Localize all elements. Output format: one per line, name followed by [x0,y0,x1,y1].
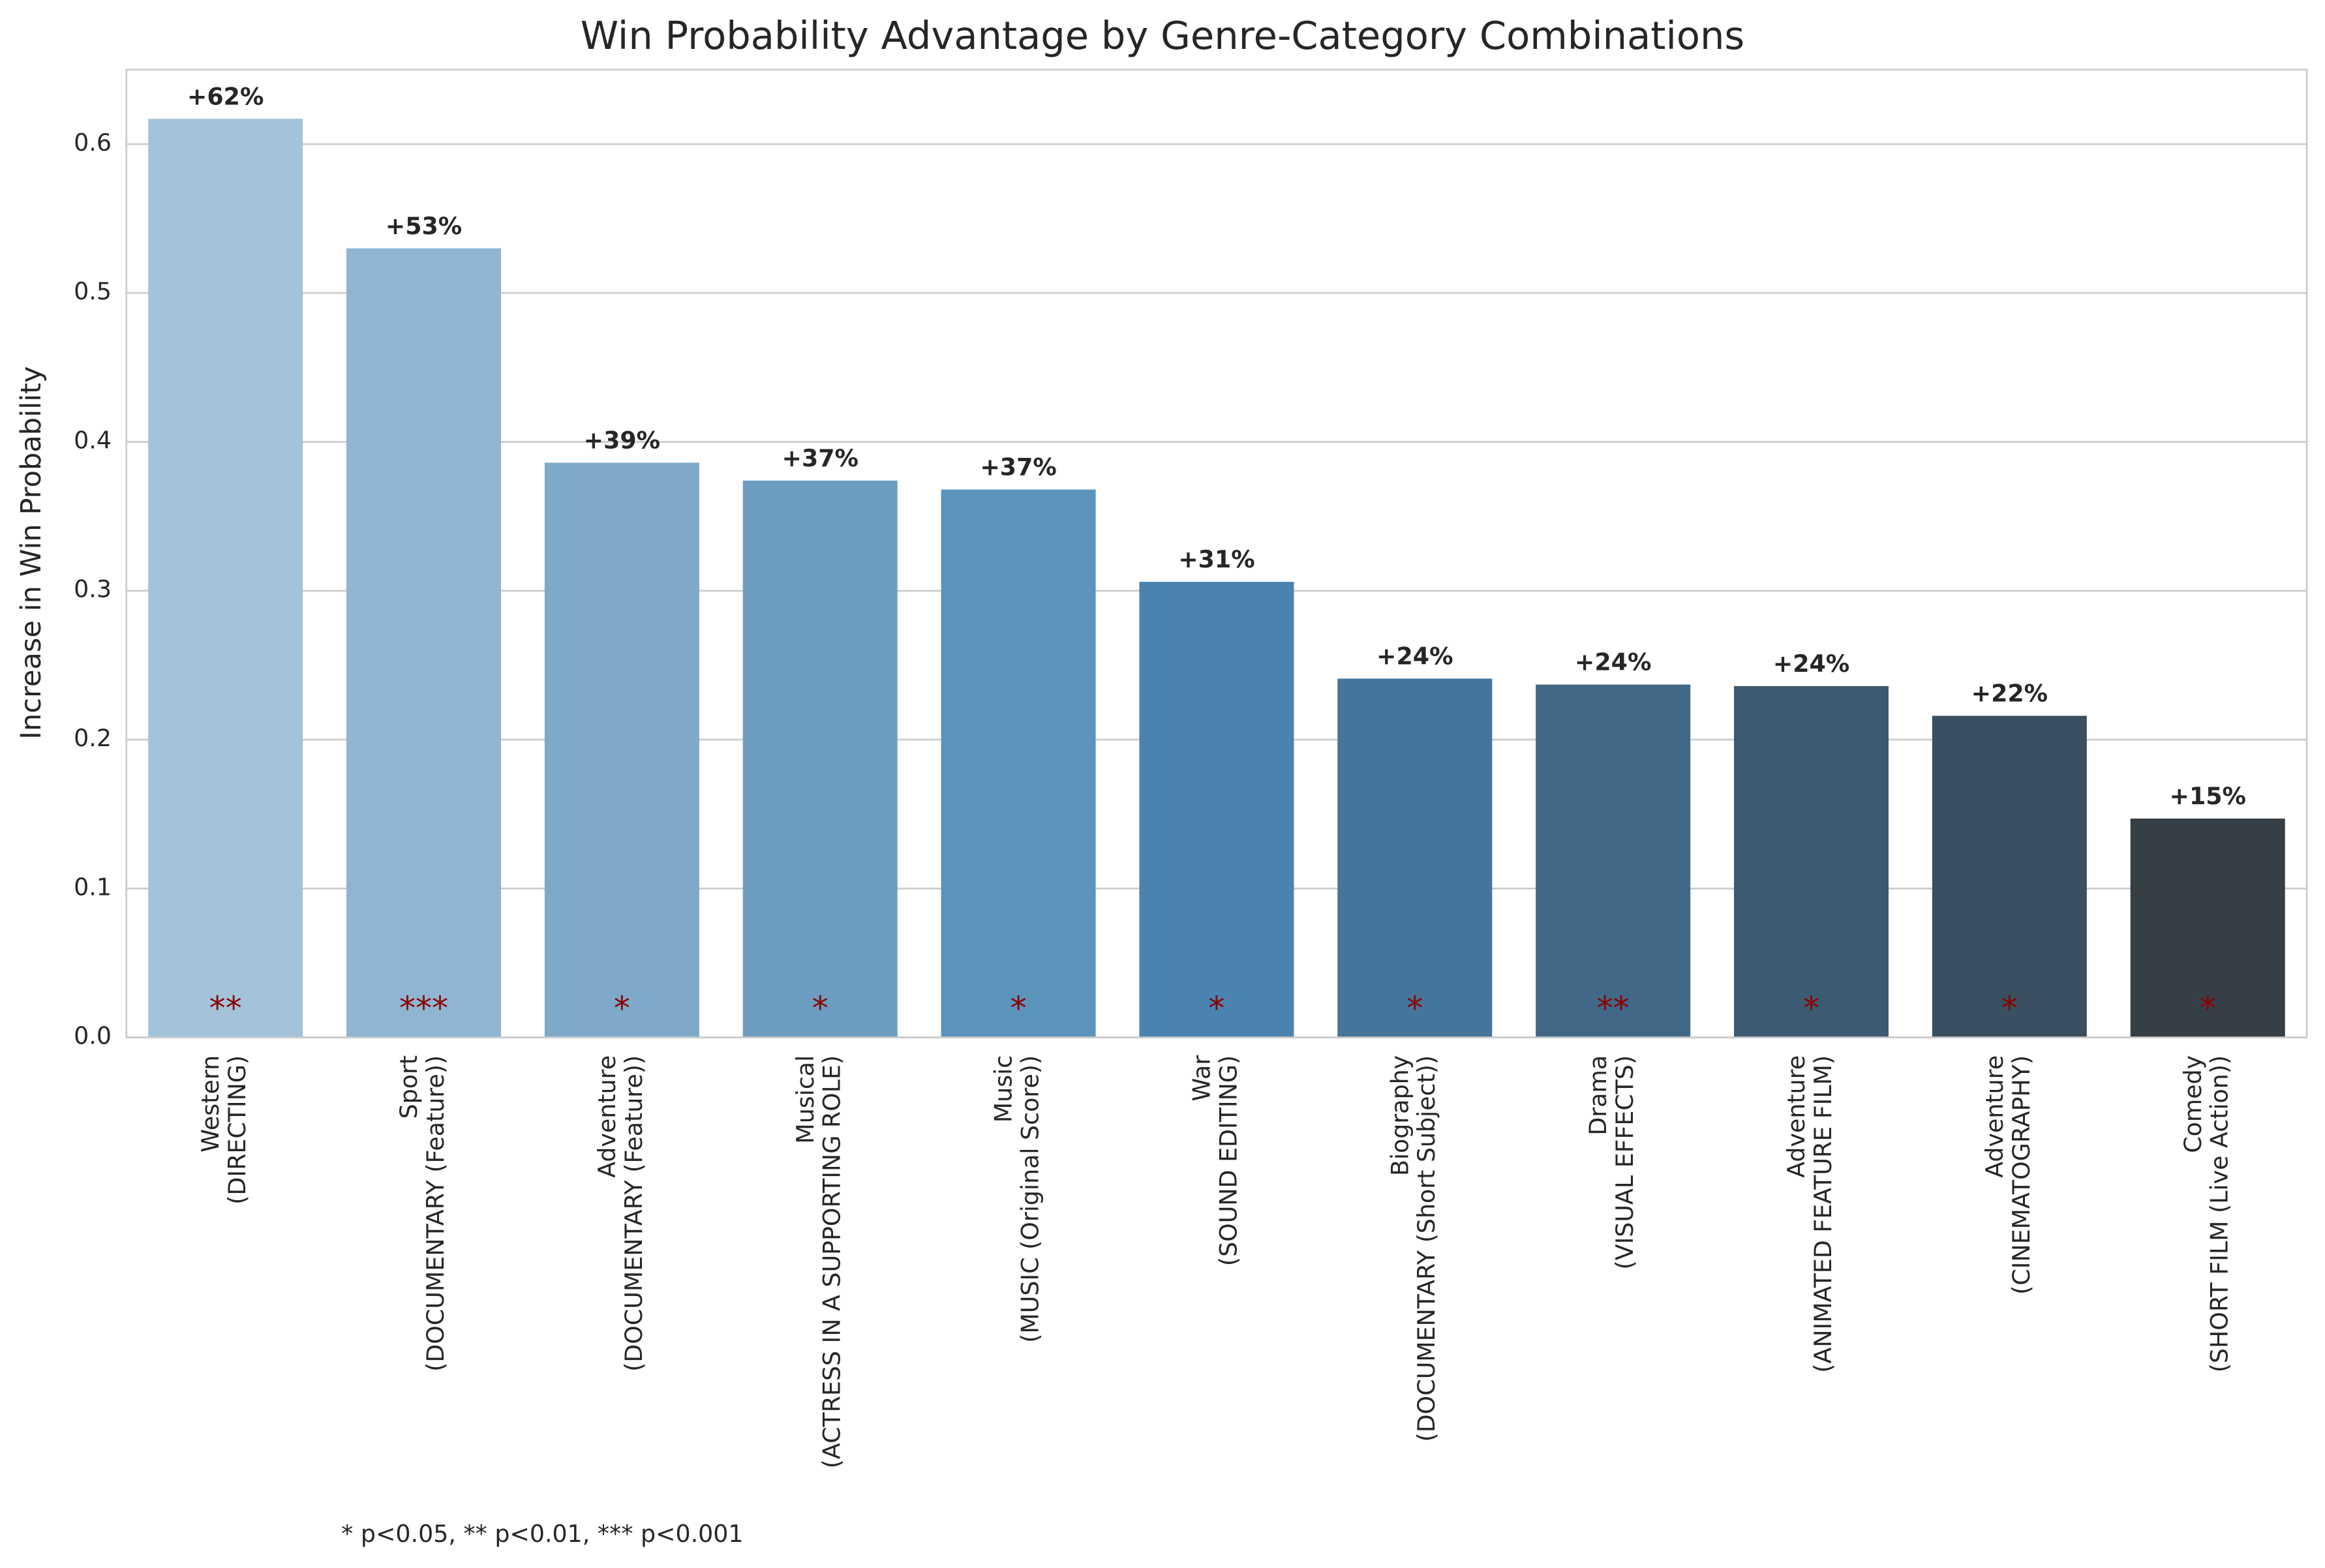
plot-frame [125,68,2308,1038]
bar [1337,678,1493,1038]
x-tick-label: (DOCUMENTARY (Feature)) [620,1055,648,1372]
value-label: +53% [386,212,462,240]
value-label: +62% [187,82,264,110]
x-tick-label: Sport [395,1055,423,1119]
x-tick-label: Western [196,1055,224,1153]
significance-mark: ** [1597,989,1630,1027]
value-label: +39% [584,427,660,455]
x-tick-label: Musical [791,1055,819,1144]
y-tick-label: 0.1 [74,873,112,901]
y-axis-label: Increase in Win Probability [15,366,48,739]
value-label: +31% [1178,545,1254,573]
x-tick-label: (ANIMATED FEATURE FILM) [1809,1055,1837,1373]
y-tick-label: 0.2 [74,724,112,752]
bar [742,480,898,1038]
significance-mark: *** [399,989,448,1027]
significance-mark: * [1011,989,1027,1027]
chart-title: Win Probability Advantage by Genre-Categ… [581,13,1744,58]
value-label: +24% [1575,648,1651,676]
x-tick-label: (CINEMATOGRAPHY) [2007,1055,2035,1295]
value-label: +24% [1773,650,1849,678]
value-label: +37% [980,453,1056,481]
significance-mark: * [1406,989,1423,1027]
bar [1536,684,1691,1038]
significance-mark: * [1208,989,1224,1027]
bar [1734,686,1889,1038]
y-tick-label: 0.3 [74,575,112,603]
y-tick-label: 0.6 [74,128,112,157]
x-tick-label: (SOUND EDITING) [1214,1055,1242,1266]
x-tick-label: (ACTRESS IN A SUPPORTING ROLE) [818,1055,846,1469]
value-label: +22% [1971,680,2048,708]
x-tick-label: War [1187,1055,1215,1102]
bar [346,248,502,1038]
x-tick-label: Comedy [2179,1055,2207,1153]
x-tick-label: Adventure [1981,1055,2009,1178]
x-tick-label: Adventure [593,1055,621,1178]
x-tick-label: Drama [1584,1055,1612,1136]
bar [1932,716,2087,1038]
y-tick-label: 0.5 [74,277,112,305]
x-tick-label: (SHORT FILM (Live Action)) [2206,1055,2234,1372]
significance-mark: * [614,989,630,1027]
significance-mark: * [2001,989,2018,1027]
x-tick-label: (VISUAL EFFECTS) [1611,1055,1639,1270]
bar [148,119,303,1038]
x-tick-label: Adventure [1782,1055,1810,1178]
x-tick-label: Music [990,1055,1018,1123]
bar [544,462,699,1038]
bar [2130,818,2285,1038]
value-label: +24% [1376,642,1453,671]
significance-mark: ** [209,989,242,1027]
footnote: * p<0.05, ** p<0.01, *** p<0.001 [341,1520,743,1548]
significance-mark: * [812,989,828,1027]
y-tick-label: 0.0 [74,1022,112,1050]
x-tick-label: (MUSIC (Original Score)) [1016,1055,1044,1343]
value-label: +37% [782,444,858,472]
x-tick-label: Biography [1386,1055,1414,1176]
y-tick-label: 0.4 [74,426,112,454]
bar [941,489,1096,1038]
value-label: +15% [2169,782,2245,810]
significance-mark: * [2200,989,2216,1027]
bar [1139,582,1294,1038]
x-tick-label: (DIRECTING) [223,1055,251,1205]
x-tick-label: (DOCUMENTARY (Short Subject)) [1412,1055,1440,1442]
significance-mark: * [1803,989,1819,1027]
x-tick-label: (DOCUMENTARY (Feature)) [421,1055,449,1372]
